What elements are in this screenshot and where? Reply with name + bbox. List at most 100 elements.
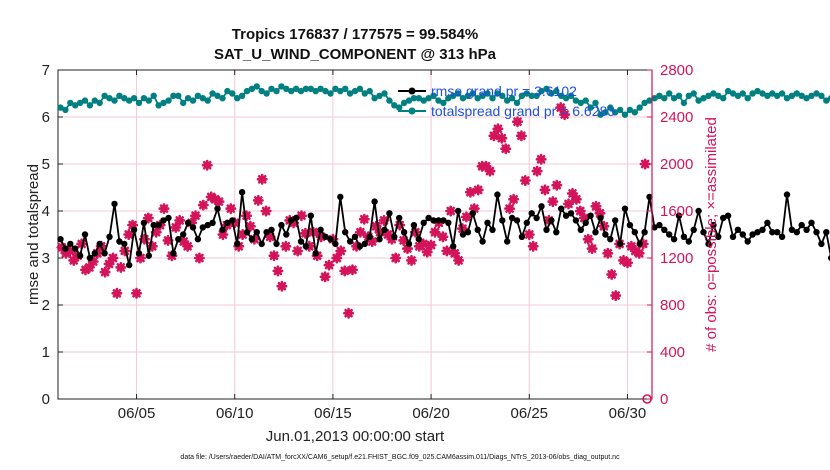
rmse-point: [155, 221, 162, 229]
y2-tick-label: 2000: [660, 156, 693, 173]
rmse-point: [518, 233, 526, 240]
rmse-point: [813, 229, 820, 236]
spread-point: [543, 85, 550, 93]
obs-assimilated-marker: [197, 199, 209, 211]
rmse-point: [72, 245, 79, 252]
rmse-point: [106, 233, 113, 240]
obs-assimilated-marker: [374, 226, 386, 238]
spread-point: [165, 97, 172, 104]
spread-point: [474, 95, 481, 102]
obs-assimilated-marker: [296, 210, 307, 222]
obs-assimilated-marker: [480, 160, 492, 172]
rmse-point: [248, 236, 256, 243]
obs-assimilated-marker: [115, 261, 127, 273]
obs-assimilated-marker: [437, 231, 449, 243]
rmse-point: [337, 193, 344, 201]
rmse-point: [548, 217, 555, 224]
rmse-point: [528, 210, 535, 217]
spread-point: [140, 95, 148, 102]
spread-point: [435, 97, 442, 104]
rmse-point: [562, 212, 570, 219]
rmse-point: [823, 229, 830, 236]
obs-assimilated-marker: [496, 132, 508, 144]
spread-point: [214, 92, 221, 100]
obs-assimilated-marker: [519, 175, 531, 186]
spread-point: [769, 90, 776, 97]
spread-point: [312, 87, 319, 95]
rmse-point: [381, 226, 388, 233]
rmse-point: [327, 236, 334, 243]
obs-assimilated-marker: [213, 196, 225, 208]
y2-tick-label: 400: [660, 344, 685, 361]
rmse-point: [386, 210, 393, 217]
obs-assimilated-marker: [547, 196, 559, 208]
spread-point: [337, 87, 344, 95]
y-axis-label: rmse and totalspread: [25, 164, 42, 305]
y-tick-label: 7: [42, 62, 50, 79]
obs-assimilated-marker: [56, 241, 68, 253]
rmse-point: [435, 217, 442, 224]
obs-assimilated-marker: [292, 245, 304, 257]
spread-point: [808, 92, 815, 100]
spread-point: [587, 104, 594, 111]
obs-assimilated-marker: [323, 259, 335, 271]
obs-assimilated-marker: [103, 258, 115, 270]
obs-assimilated-marker: [610, 290, 622, 302]
obs-assimilated-marker: [386, 233, 398, 245]
spread-point: [327, 90, 334, 97]
spread-point: [302, 85, 310, 93]
spread-point: [631, 109, 638, 116]
spread-point: [793, 90, 800, 97]
rmse-point: [769, 229, 776, 236]
rmse-point: [567, 210, 575, 217]
spread-point: [57, 104, 64, 111]
spread-point: [405, 97, 413, 104]
rmse-point: [101, 250, 108, 257]
rmse-point: [818, 240, 825, 248]
rmse-point: [219, 226, 226, 233]
rmse-point: [263, 229, 270, 236]
spread-point: [577, 99, 584, 107]
spread-point: [204, 97, 211, 104]
spread-point: [322, 87, 329, 95]
spread-point: [597, 111, 604, 118]
spread-point: [292, 85, 300, 93]
rmse-point: [317, 226, 324, 233]
rmse-point: [602, 231, 609, 238]
obs-assimilated-marker: [138, 233, 150, 245]
spread-point: [130, 95, 138, 102]
rmse-point: [91, 250, 99, 257]
spread-point: [788, 92, 796, 100]
spread-point: [778, 90, 786, 97]
spread-point: [121, 95, 128, 102]
rmse-point: [405, 240, 413, 248]
obs-assimilated-marker: [622, 257, 633, 269]
spread-point: [307, 85, 314, 93]
spread-point: [229, 90, 236, 97]
rmse-point: [209, 219, 216, 226]
obs-assimilated-marker: [539, 184, 551, 196]
rmse-point: [243, 229, 251, 236]
axis-ticks: 06/05 06/10 06/15 06/20 06/25 06/30 0 1 2 3 4 5 6 7 0 4…: [42, 62, 694, 422]
obs-assimilated-marker: [170, 221, 182, 233]
spread-point: [170, 92, 177, 100]
spread-point: [396, 104, 403, 111]
rmse-point: [734, 226, 742, 233]
spread-point: [724, 87, 732, 95]
spread-point: [690, 90, 697, 97]
obs-assimilated-marker: [68, 254, 80, 266]
rmse-point: [621, 205, 629, 212]
y-tick-label: 4: [42, 203, 50, 220]
spread-point: [376, 92, 383, 100]
spread-point: [81, 97, 89, 104]
spread-point: [199, 95, 206, 102]
obs-assimilated-marker: [563, 198, 574, 210]
x-tick-label: 06/30: [609, 405, 647, 422]
series-lines: [57, 83, 830, 269]
obs-assimilated-marker: [119, 245, 131, 257]
rmse-point: [81, 231, 89, 238]
spread-point: [656, 92, 663, 100]
y-tick-label: 1: [42, 344, 50, 361]
spread-point: [175, 92, 182, 100]
obs-assimilated-marker: [567, 187, 578, 199]
